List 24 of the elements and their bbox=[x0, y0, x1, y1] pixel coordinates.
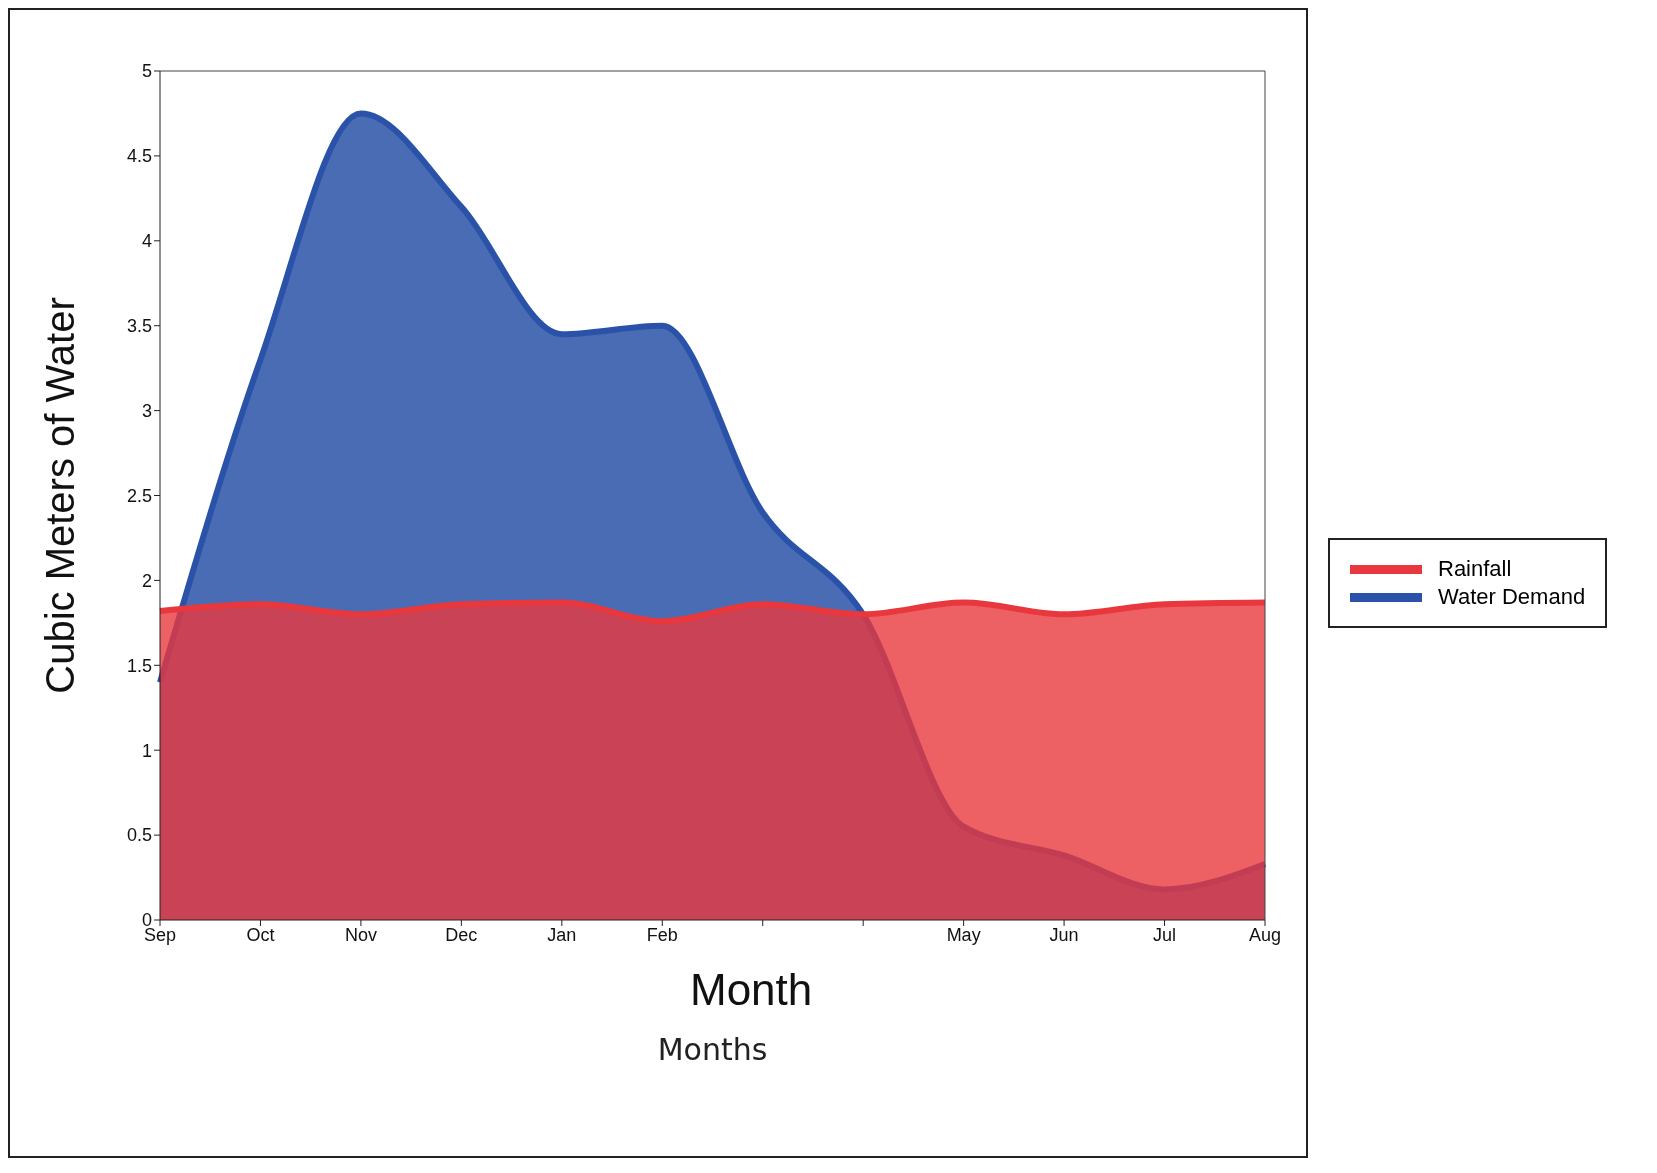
y-axis-title: Cubic Meters of Water bbox=[38, 297, 83, 694]
y-tick-label: 2.5 bbox=[126, 485, 152, 506]
y-tick-label: 5 bbox=[141, 61, 152, 82]
x-axis-title: Months bbox=[657, 1032, 768, 1067]
y-tick-label: 4.5 bbox=[126, 146, 152, 167]
x-tick-label: Jul bbox=[1153, 924, 1177, 945]
y-tick-label: 1.5 bbox=[126, 655, 152, 676]
y-tick-label: 3 bbox=[141, 400, 152, 421]
legend-label: Water Demand bbox=[1438, 584, 1586, 610]
x-tick-label: Dec bbox=[445, 924, 478, 945]
x-tick-label: Jun bbox=[1049, 924, 1079, 945]
x-tick-label: Oct bbox=[246, 924, 275, 945]
y-tick-label: 4 bbox=[141, 231, 152, 252]
y-tick-label: 3.5 bbox=[126, 316, 152, 337]
text: Month bbox=[690, 965, 813, 1015]
x-tick-label: Nov bbox=[344, 924, 377, 945]
legend-label: Rainfall bbox=[1438, 556, 1512, 582]
x-tick-label: May bbox=[946, 924, 981, 945]
x-tick-label: Feb bbox=[646, 924, 678, 945]
x-tick-label: Aug bbox=[1248, 924, 1282, 945]
x-tick-label: Jan bbox=[547, 924, 577, 945]
y-tick-label: 0.5 bbox=[126, 825, 152, 846]
y-tick-label: 2 bbox=[141, 570, 152, 591]
y-tick-label: 1 bbox=[141, 740, 152, 761]
